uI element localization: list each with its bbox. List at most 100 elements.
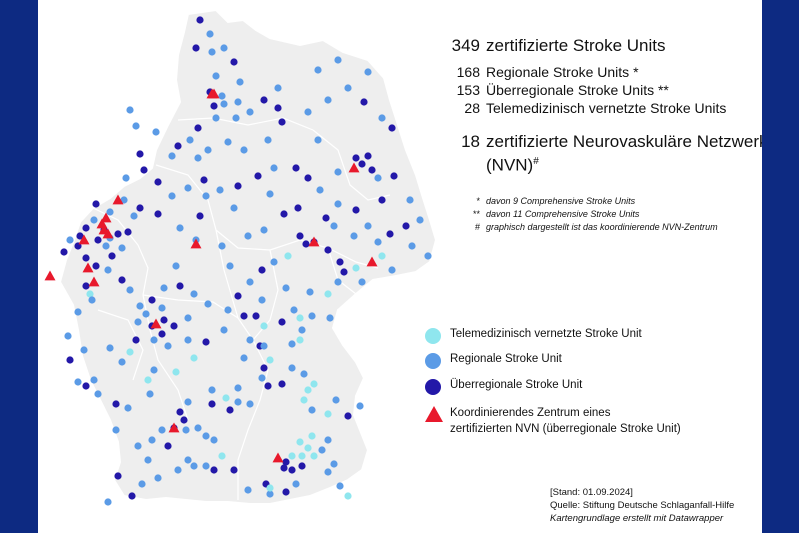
stroke-unit-marker <box>334 200 342 208</box>
slide: 349 zertifizierte Stroke Units 168 Regio… <box>38 0 762 533</box>
stroke-unit-marker <box>158 426 166 434</box>
stroke-unit-marker <box>104 266 112 274</box>
stroke-unit-marker <box>82 254 90 262</box>
stroke-unit-marker <box>206 30 214 38</box>
stroke-unit-marker <box>300 370 308 378</box>
stroke-unit-marker <box>184 184 192 192</box>
legend-regional: Regionale Stroke Unit <box>425 353 562 369</box>
stat-nvn-label-line1: zertifizierte Neurovaskuläre Netzwerke <box>486 132 762 151</box>
stroke-unit-marker <box>246 108 254 116</box>
nvn-center-marker <box>206 88 218 99</box>
stroke-unit-marker <box>104 498 112 506</box>
stroke-unit-marker <box>208 400 216 408</box>
stroke-unit-marker <box>360 98 368 106</box>
stroke-unit-marker <box>150 336 158 344</box>
stat-regional-number: 168 <box>456 64 480 80</box>
stroke-unit-marker <box>212 72 220 80</box>
stroke-unit-marker <box>284 252 292 260</box>
stroke-unit-marker <box>266 190 274 198</box>
stroke-unit-marker <box>390 172 398 180</box>
stroke-unit-marker <box>304 174 312 182</box>
stroke-unit-marker <box>148 436 156 444</box>
stroke-unit-marker <box>146 390 154 398</box>
stroke-unit-marker <box>344 492 352 500</box>
stroke-unit-marker <box>182 426 190 434</box>
stroke-unit-marker <box>340 268 348 276</box>
stroke-unit-marker <box>280 464 288 472</box>
stroke-unit-marker <box>142 310 150 318</box>
stroke-unit-marker <box>134 442 142 450</box>
stat-ueberregional: 153 Überregionale Stroke Units ** <box>457 82 669 98</box>
stroke-unit-marker <box>108 252 116 260</box>
stroke-unit-marker <box>210 466 218 474</box>
stroke-unit-marker <box>298 326 306 334</box>
stroke-unit-marker <box>152 128 160 136</box>
nvn-center-marker <box>272 452 284 463</box>
stroke-unit-marker <box>308 432 316 440</box>
stroke-unit-marker <box>148 296 156 304</box>
stroke-unit-marker <box>300 396 308 404</box>
stroke-unit-marker <box>378 196 386 204</box>
legend-tele-circle-icon <box>425 328 441 344</box>
stroke-unit-marker <box>126 348 134 356</box>
stroke-unit-marker <box>194 154 202 162</box>
stroke-unit-marker <box>80 346 88 354</box>
stroke-unit-marker <box>212 114 220 122</box>
stroke-unit-marker <box>222 394 230 402</box>
stroke-unit-marker <box>74 378 82 386</box>
stroke-unit-marker <box>330 222 338 230</box>
legend-nvn-triangle-icon <box>425 406 443 422</box>
stroke-unit-marker <box>66 236 74 244</box>
stat-nvn-number: 18 <box>461 132 480 151</box>
stroke-unit-marker <box>260 322 268 330</box>
legend-ueberregional-circle-icon <box>425 379 441 395</box>
stroke-unit-marker <box>118 276 126 284</box>
stroke-unit-marker <box>200 176 208 184</box>
stroke-unit-marker <box>150 366 158 374</box>
stroke-unit-marker <box>350 232 358 240</box>
stroke-unit-marker <box>134 318 142 326</box>
stroke-unit-marker <box>154 178 162 186</box>
stroke-unit-marker <box>174 142 182 150</box>
stroke-unit-marker <box>190 290 198 298</box>
stroke-unit-marker <box>288 364 296 372</box>
stroke-unit-marker <box>202 338 210 346</box>
stroke-unit-marker <box>124 228 132 236</box>
stroke-unit-marker <box>144 456 152 464</box>
state-borders <box>92 117 391 500</box>
stroke-unit-marker <box>186 136 194 144</box>
stroke-unit-marker <box>176 224 184 232</box>
stroke-unit-marker <box>260 364 268 372</box>
stroke-unit-marker <box>226 406 234 414</box>
stroke-unit-marker <box>224 138 232 146</box>
stroke-unit-marker <box>368 166 376 174</box>
stroke-unit-marker <box>266 356 274 364</box>
germany-outline <box>58 8 438 505</box>
footnote-1-mark: * <box>476 196 480 206</box>
stroke-unit-marker <box>226 262 234 270</box>
stroke-unit-marker <box>244 232 252 240</box>
legend-tele-label: Telemedizinisch vernetzte Stroke Unit <box>450 328 642 340</box>
stroke-unit-marker <box>324 96 332 104</box>
stroke-unit-marker <box>106 344 114 352</box>
footnote-1: * davon 9 Comprehensive Stroke Units <box>458 196 635 206</box>
stroke-unit-marker <box>160 316 168 324</box>
stroke-unit-marker <box>196 212 204 220</box>
legend-ueberregional: Überregionale Stroke Unit <box>425 379 582 395</box>
legend-nvn-label-line2: zertifizierten NVN (überregionale Stroke… <box>450 423 681 435</box>
stroke-unit-marker <box>204 146 212 154</box>
stroke-unit-marker <box>252 312 260 320</box>
stroke-unit-marker <box>274 104 282 112</box>
legend-regional-label: Regionale Stroke Unit <box>450 353 562 365</box>
stroke-unit-marker <box>232 114 240 122</box>
stroke-unit-marker <box>344 412 352 420</box>
stroke-unit-marker <box>174 466 182 474</box>
stroke-unit-marker <box>302 240 310 248</box>
nvn-center-markers <box>44 88 378 463</box>
stroke-unit-marker <box>416 216 424 224</box>
stroke-unit-marker <box>190 354 198 362</box>
nvn-center-marker <box>348 162 360 173</box>
stroke-unit-marker <box>310 452 318 460</box>
stroke-unit-marker <box>288 466 296 474</box>
stroke-unit-marker <box>298 462 306 470</box>
